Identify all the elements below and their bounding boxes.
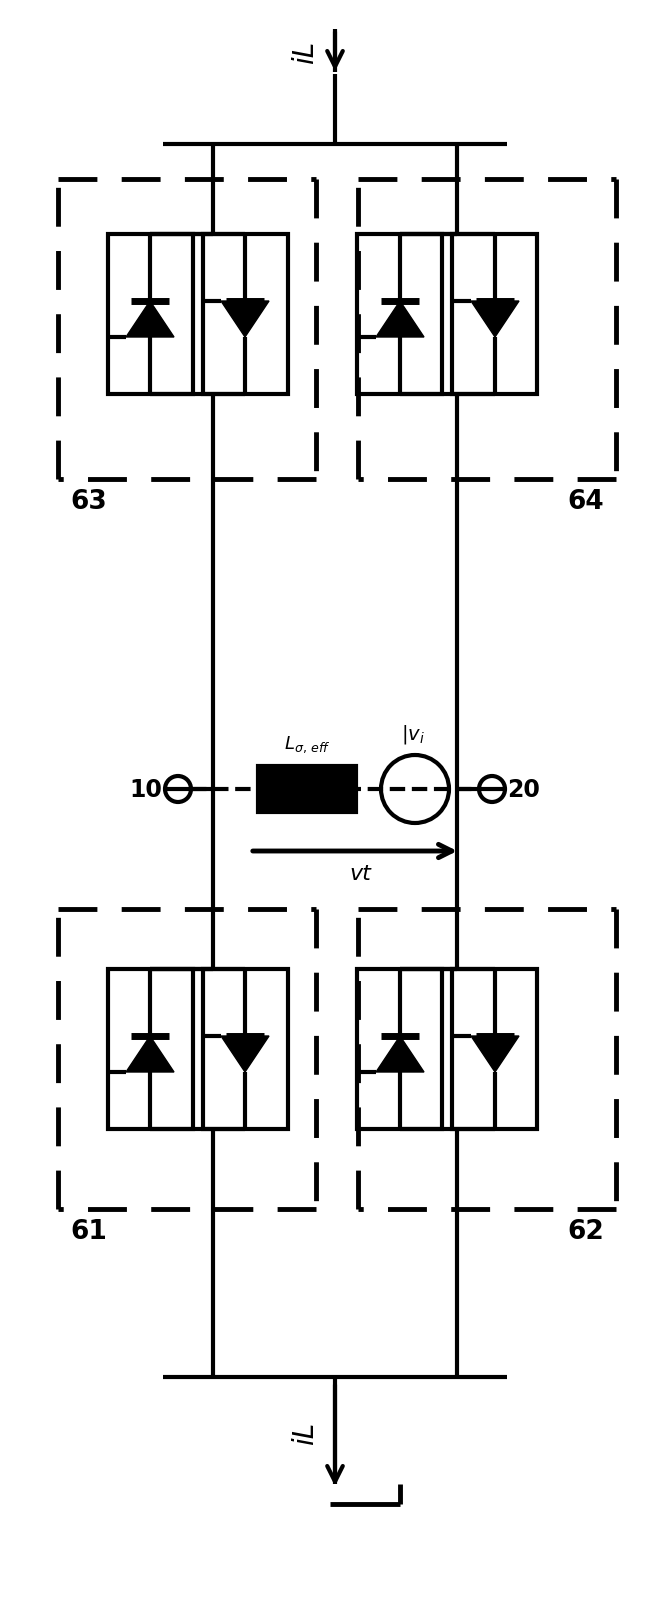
Text: 63: 63 <box>70 488 107 515</box>
Bar <box>107 969 193 1130</box>
Bar <box>358 969 442 1130</box>
Text: 61: 61 <box>70 1218 107 1244</box>
Polygon shape <box>471 1037 519 1072</box>
Polygon shape <box>126 302 174 337</box>
Polygon shape <box>221 1037 269 1072</box>
Circle shape <box>381 756 449 823</box>
Text: 20: 20 <box>507 777 540 801</box>
Text: 64: 64 <box>568 488 604 515</box>
Circle shape <box>165 777 191 802</box>
Text: 62: 62 <box>567 1218 604 1244</box>
Text: vt: vt <box>349 863 371 883</box>
Bar <box>452 969 537 1130</box>
Bar <box>203 234 287 395</box>
Bar <box>258 767 356 812</box>
Polygon shape <box>376 1037 424 1072</box>
Polygon shape <box>126 1037 174 1072</box>
Text: iL: iL <box>291 40 319 64</box>
Text: 10: 10 <box>130 777 162 801</box>
Text: $|v_i$: $|v_i$ <box>401 722 425 746</box>
Bar <box>203 969 287 1130</box>
Polygon shape <box>376 302 424 337</box>
Bar <box>107 234 193 395</box>
Bar <box>358 234 442 395</box>
Polygon shape <box>471 302 519 337</box>
Text: iL: iL <box>291 1420 319 1444</box>
Bar <box>452 234 537 395</box>
Circle shape <box>479 777 505 802</box>
Text: $L_{\sigma,\,eff}$: $L_{\sigma,\,eff}$ <box>284 733 330 754</box>
Polygon shape <box>221 302 269 337</box>
